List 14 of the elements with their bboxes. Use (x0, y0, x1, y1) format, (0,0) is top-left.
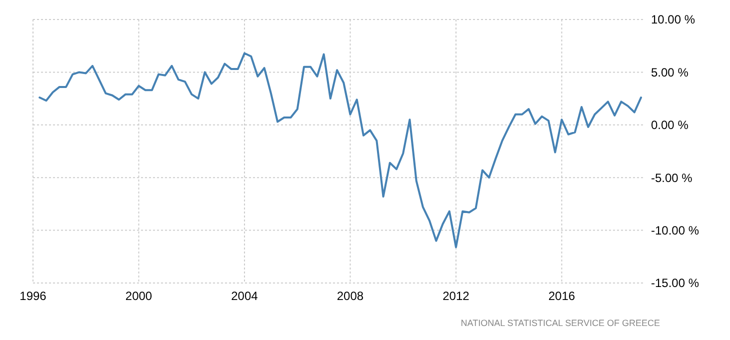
y-tick-label: 5.00 % (651, 65, 689, 80)
y-tick-label: -10.00 % (651, 224, 700, 238)
y-tick-label: 10.00 % (651, 12, 696, 27)
line-series (38, 52, 642, 248)
y-tick-label: -5.00 % (651, 170, 693, 185)
y-tick-label: -15.00 % (651, 276, 700, 290)
y-tick-label: 0.00 % (651, 118, 689, 132)
x-tick-label: 2016 (548, 289, 576, 303)
text: NATIONAL STATISTICAL SERVICE OF GREECE (460, 318, 660, 328)
x-tick-label: 2008 (336, 289, 364, 303)
x-tick-label: 2012 (442, 289, 470, 303)
x-tick-label: 2004 (231, 289, 258, 303)
x-tick-label: 1996 (20, 289, 47, 303)
x-tick-label: 2000 (125, 289, 152, 303)
